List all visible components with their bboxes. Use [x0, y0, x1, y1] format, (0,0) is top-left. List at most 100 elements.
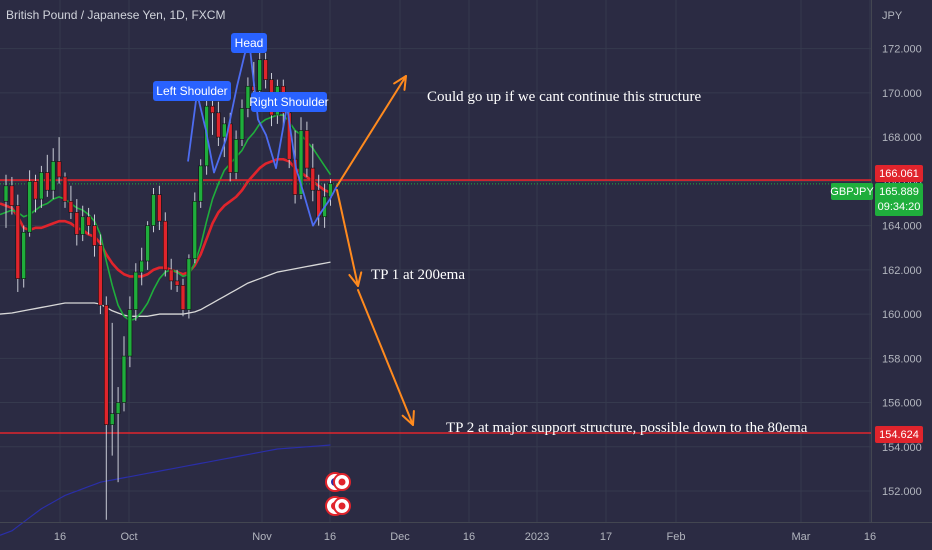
candle-body — [86, 216, 91, 226]
time-axis[interactable]: 16 Oct Nov 16 Dec 16 2023 17 Feb Mar 16 — [54, 531, 876, 543]
last-price-badge-bg — [875, 183, 923, 216]
event-marker-dot-2 — [338, 502, 346, 510]
candle-body — [127, 309, 133, 357]
candle-body — [157, 194, 162, 222]
projection-arrows — [336, 75, 415, 426]
candle-body — [180, 285, 186, 310]
arrow-up-head — [393, 75, 407, 91]
event-marker[interactable] — [325, 472, 351, 492]
time-tick-label: 16 — [54, 531, 66, 543]
resistance-badge-text: 166.061 — [879, 168, 919, 180]
candle-body — [50, 161, 56, 191]
support-badge-bg — [875, 426, 923, 443]
candle-body — [227, 123, 233, 173]
support-badge-text: 154.624 — [879, 429, 919, 441]
candle-body — [239, 108, 245, 140]
event-markers — [325, 472, 351, 516]
label-head: Head — [231, 33, 267, 53]
time-tick-label: 16 — [463, 531, 475, 543]
symbol-badge-bg — [831, 183, 873, 200]
candle-body — [56, 161, 62, 178]
event-marker-dot-2 — [338, 478, 346, 486]
candle-body — [33, 181, 38, 200]
arrow-up-shaft — [336, 75, 407, 187]
candle-body — [98, 245, 103, 306]
head-and-shoulders-pattern — [187, 47, 338, 227]
arrow-tp1-shaft — [336, 189, 359, 287]
last-price-badge: GBPJPY 165.889 09:34:20 — [830, 183, 923, 216]
candle-body — [151, 194, 156, 226]
label-right-shoulder-text: Right Shoulder — [249, 95, 328, 109]
candle-body — [139, 260, 144, 273]
candle-body — [168, 269, 174, 282]
label-left-shoulder: Left Shoulder — [153, 81, 231, 101]
time-tick-label: 16 — [324, 531, 336, 543]
price-tick-label: 170.000 — [882, 88, 922, 100]
candle-body — [9, 185, 15, 207]
candle-body — [27, 181, 32, 233]
resistance-badge: 166.061 — [875, 165, 923, 182]
ema-navy-line — [0, 444, 331, 536]
candle-body — [163, 220, 168, 271]
label-head-text: Head — [235, 36, 264, 50]
ema-green-line — [0, 114, 332, 322]
price-tick-label: 172.000 — [882, 44, 922, 56]
arrow-tp1-head — [348, 271, 363, 287]
chart-title: British Pound / Japanese Yen, 1D, FXCM — [6, 8, 225, 22]
annotation-up: Could go up if we cant continue this str… — [427, 89, 701, 105]
price-tick-label: 164.000 — [882, 221, 922, 233]
label-right-shoulder-bg — [251, 92, 327, 112]
candle-body — [186, 258, 192, 310]
price-tick-label: 160.000 — [882, 309, 922, 321]
grid — [0, 0, 871, 522]
candle-body — [92, 225, 97, 246]
candle-body — [62, 176, 68, 202]
symbol-badge-text: GBPJPY — [830, 186, 874, 198]
candle-body — [115, 402, 121, 414]
candle-body — [121, 355, 127, 403]
candle-body — [210, 105, 215, 114]
price-tick-label: 152.000 — [882, 486, 922, 498]
candle-body — [80, 216, 85, 235]
label-head-bg — [231, 33, 267, 53]
event-marker[interactable] — [325, 496, 351, 516]
candle-body — [263, 59, 268, 80]
time-tick-label: 17 — [600, 531, 612, 543]
price-tick-label: 154.000 — [882, 442, 922, 454]
candle-body — [245, 85, 251, 109]
candle-body — [222, 123, 227, 138]
last-price-text: 165.889 — [879, 186, 919, 198]
horizontal-levels — [0, 179, 871, 434]
label-left-shoulder-bg — [153, 81, 231, 101]
candle-body — [233, 139, 239, 173]
candle-body — [145, 225, 150, 262]
arrow-tp2-head — [401, 410, 415, 426]
candle-body — [198, 165, 203, 202]
annotation-tp2: TP 2 at major support structure, possibl… — [446, 420, 808, 436]
candle-body — [39, 172, 44, 200]
time-tick-label: Mar — [792, 531, 811, 543]
time-tick-label: 16 — [864, 531, 876, 543]
candle-body — [298, 130, 304, 195]
candle-body — [3, 185, 9, 202]
candle-body — [174, 280, 180, 286]
pattern-outline — [187, 47, 338, 227]
candle-body — [133, 271, 139, 310]
candle-body — [257, 59, 263, 91]
candle-body — [21, 231, 27, 279]
candle-body — [304, 130, 310, 169]
candle-body — [44, 172, 50, 191]
price-tick-label: 156.000 — [882, 398, 922, 410]
candle-body — [109, 413, 115, 425]
resistance-badge-bg — [875, 165, 923, 182]
time-tick-label: 2023 — [525, 531, 549, 543]
currency-label: JPY — [882, 10, 903, 22]
moving-averages — [0, 114, 332, 536]
support-badge: 154.624 — [875, 426, 923, 443]
price-tick-label: 168.000 — [882, 132, 922, 144]
time-tick-label: Nov — [252, 531, 272, 543]
time-tick-label: Dec — [390, 531, 410, 543]
